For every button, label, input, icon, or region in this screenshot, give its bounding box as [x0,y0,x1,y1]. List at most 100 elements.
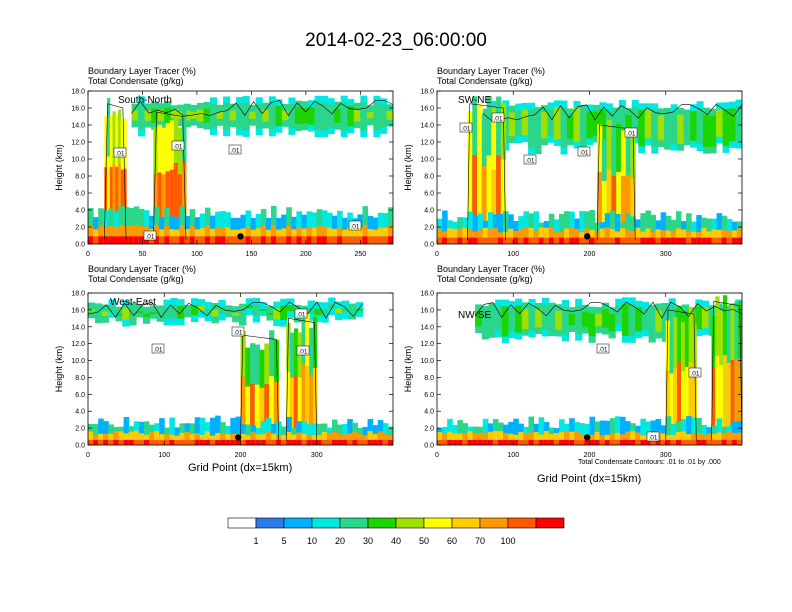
pbl-cell [553,439,560,445]
pbl-cell [594,431,601,445]
pbl-cell [164,434,170,445]
core-cell [486,155,492,244]
pbl-cell [625,213,631,244]
pbl-cell [487,212,494,244]
contour-label: .01 [298,349,307,356]
pbl-cell [691,433,697,445]
pbl-cell [711,434,718,445]
y-tick-label: 0.0 [424,443,434,450]
anvil-cell [163,306,171,319]
pbl-cell [194,439,201,445]
pbl-cell [523,433,529,445]
pbl-cell [316,423,323,445]
core-cell [115,166,119,244]
pbl-cell [716,418,723,445]
anvil-cell [670,111,678,144]
pbl-cell [584,439,590,445]
pbl-cell [533,237,540,244]
pbl-cell [614,432,621,445]
anvil-cell [314,308,322,315]
pbl-cell [711,237,718,244]
anvil-cell [508,112,516,137]
contour-label: .01 [173,144,182,151]
anvil-cell [677,114,685,144]
pbl-cell [143,439,150,445]
anvil-cell [508,307,516,332]
anvil-cell [668,305,676,335]
panel-title-tracer: Boundary Layer Tracer (%) [88,66,197,76]
condensate-contour [665,309,697,441]
pbl-cell [452,237,458,244]
colorbar-label: 20 [335,536,345,546]
pbl-cell [492,237,499,244]
pbl-cell [625,229,631,244]
anvil-cell [149,305,158,319]
pbl-cell [169,236,175,244]
pbl-cell [594,439,601,445]
anvil-cell [122,307,130,320]
anvil-cell [573,107,581,142]
pbl-cell [609,439,616,445]
pbl-cell [179,439,186,445]
anvil-cell [729,108,737,142]
pbl-cell [736,228,742,244]
pbl-cell [113,236,119,244]
core-cell [173,162,179,244]
pbl-cell [696,417,702,445]
pbl-cell [604,434,611,445]
pbl-cell [477,213,484,244]
pbl-cell [184,236,191,244]
pbl-cell [498,237,504,244]
core-cell [730,359,735,445]
pbl-cell [477,237,484,244]
pbl-cell [691,439,697,445]
pbl-cell [352,439,358,445]
pbl-cell [508,237,514,244]
pbl-cell [574,431,580,445]
core-cell [301,364,306,445]
condensate-contour [474,301,742,319]
pbl-cell [726,237,733,244]
anvil-cell [648,311,656,336]
core-cell [240,376,246,445]
pbl-cell [199,236,206,244]
pbl-cell [518,439,524,445]
pbl-cell [609,210,616,244]
colorbar-label: 40 [391,536,401,546]
anvil-cell [554,107,562,140]
pbl-cell [199,227,206,244]
core-cell [677,361,682,445]
pbl-cell [88,439,94,445]
pbl-cell [457,237,463,244]
pbl-cell [382,227,389,244]
pbl-cell [533,230,540,244]
pbl-cell [342,439,348,445]
pbl-cell [467,439,474,445]
pbl-cell [543,227,550,244]
pbl-cell [482,227,489,244]
anvil-cell [157,109,165,122]
anvil-cell [196,109,204,122]
pbl-cell [457,228,463,244]
core-cell [601,181,608,244]
core-cell [312,367,318,445]
pbl-cell [98,433,104,445]
pbl-cell [528,439,535,445]
pbl-cell [584,237,590,244]
core-cell [620,175,627,244]
pbl-cell [447,439,453,445]
anvil-cell [612,114,620,138]
pbl-cell [347,419,353,445]
y-tick-label: 14.0 [71,123,85,130]
pbl-cell [655,439,662,445]
pbl-cell [352,236,358,244]
colorbar-swatch [367,517,397,529]
anvil-cell [177,111,185,120]
pbl-cell [731,432,738,445]
pbl-cell [245,226,252,244]
pbl-cell [306,424,313,445]
contour-label: .01 [153,347,162,354]
pbl-cell [128,236,135,244]
pbl-cell [447,237,453,244]
anvil-cell [548,309,556,330]
